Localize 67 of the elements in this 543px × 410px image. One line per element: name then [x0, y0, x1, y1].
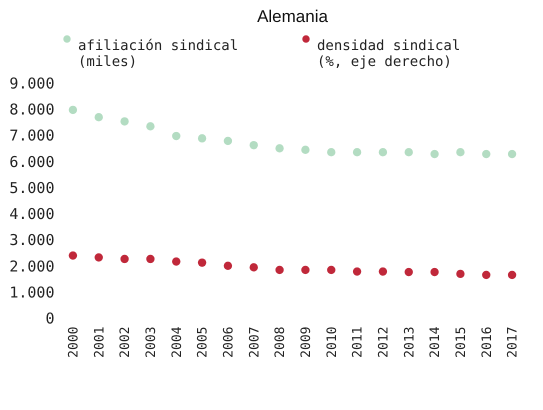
point: [275, 266, 284, 274]
point: [456, 148, 465, 156]
point: [224, 136, 232, 146]
x-tick-label: 2001: [92, 326, 108, 358]
point: [68, 251, 78, 260]
x-tick-label: 2010: [324, 326, 340, 358]
point: [301, 266, 310, 274]
point: [172, 257, 180, 266]
point: [508, 270, 516, 280]
point: [352, 148, 362, 156]
point: [482, 150, 490, 158]
point: [250, 263, 258, 272]
point: [120, 254, 129, 264]
point: [327, 266, 336, 274]
y-tick-label: 7.000: [9, 126, 54, 145]
point: [275, 144, 284, 152]
point: [378, 267, 388, 276]
point: [404, 268, 413, 276]
x-tick-label: 2011: [350, 326, 366, 358]
point: [430, 268, 439, 276]
point: [172, 132, 180, 140]
x-tick-label: 2017: [506, 326, 521, 358]
point: [508, 150, 516, 158]
y-tick-label: 2.000: [9, 257, 54, 276]
point: [378, 148, 388, 156]
point: [250, 140, 258, 150]
x-tick-label: 2009: [298, 326, 314, 358]
y-tick-label: 0: [45, 310, 54, 328]
point: [301, 146, 310, 154]
y-tick-label: 1.000: [9, 283, 54, 302]
point: [94, 253, 103, 262]
x-tick-label: 2000: [66, 326, 82, 358]
point: [327, 148, 336, 156]
y-tick-label: 6.000: [9, 152, 54, 171]
x-tick-label: 2002: [118, 326, 134, 358]
chart-title: Alemania: [257, 7, 328, 26]
y-tick-label: 3.000: [9, 231, 54, 250]
point: [224, 262, 232, 270]
x-tick-label: 2016: [480, 326, 495, 358]
point: [404, 148, 413, 156]
x-tick-label: 2008: [273, 326, 288, 358]
point: [94, 113, 103, 122]
x-tick-label: 2006: [221, 326, 236, 358]
x-tick-label: 2012: [376, 326, 392, 358]
point: [146, 254, 155, 264]
y-tick-label: 8.000: [9, 100, 54, 119]
x-tick-label: 2005: [196, 326, 211, 358]
x-tick-label: 2007: [247, 326, 262, 358]
point: [120, 117, 129, 126]
x-tick-label: 2014: [428, 326, 444, 358]
x-tick-label: 2004: [170, 326, 185, 358]
point: [146, 122, 155, 131]
point: [198, 134, 206, 143]
point: [430, 150, 439, 158]
y-tick-label: 5.000: [9, 178, 54, 197]
x-tick-label: 2015: [454, 326, 469, 358]
legend-label: densidad sindical (%, eje derecho): [317, 38, 460, 70]
point: [198, 258, 206, 267]
point: [68, 106, 78, 114]
x-tick-label: 2003: [144, 326, 159, 358]
x-tick-label: 2013: [402, 326, 418, 358]
y-tick-label: 9.000: [9, 74, 54, 92]
point: [456, 270, 465, 278]
point: [352, 267, 362, 276]
y-tick-label: 4.000: [9, 205, 54, 224]
point: [482, 270, 490, 280]
legend-label: afiliación sindical (miles): [78, 38, 238, 70]
